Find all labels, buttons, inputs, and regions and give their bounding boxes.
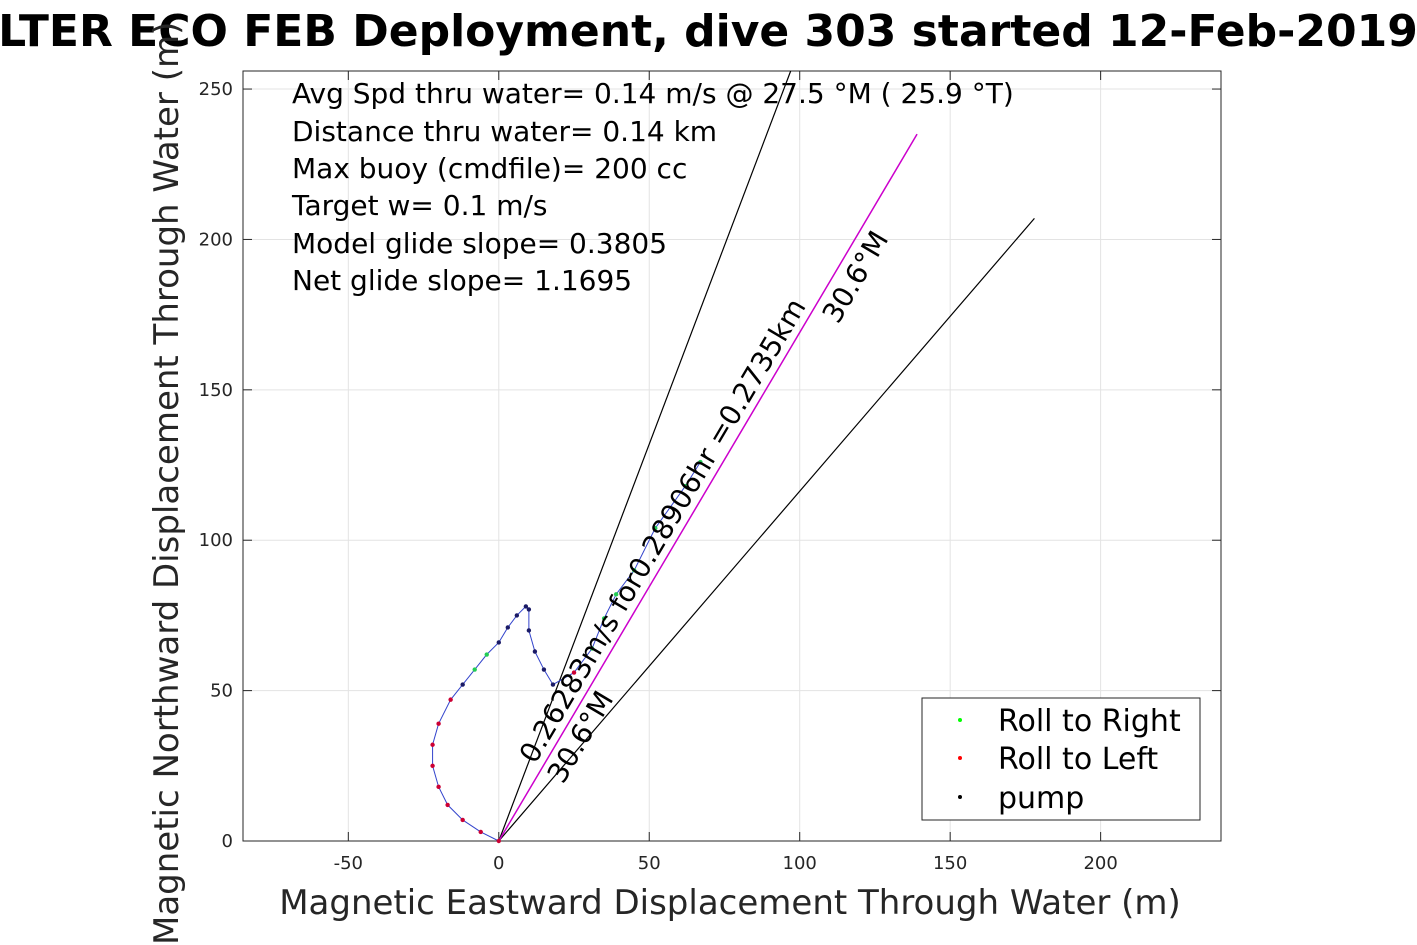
track-point — [526, 607, 532, 612]
x-tick-label: -50 — [334, 853, 363, 874]
y-tick-label: 200 — [199, 229, 233, 250]
legend-label-roll-left: Roll to Left — [998, 742, 1158, 777]
track-point — [478, 829, 483, 835]
track-point — [571, 670, 577, 675]
legend: Roll to Right Roll to Left pump — [921, 697, 1201, 821]
plot-area — [242, 70, 1222, 842]
track-point — [550, 682, 556, 687]
track-point — [653, 525, 658, 531]
x-tick-label: 50 — [638, 853, 661, 874]
y-tick-label: 250 — [199, 79, 233, 100]
track-point — [601, 616, 607, 621]
track-point — [523, 604, 529, 609]
annotation-block: Avg Spd thru water= 0.14 m/s @ 27.5 °M (… — [291, 77, 1014, 297]
annotation-distance: Distance thru water= 0.14 km — [292, 115, 717, 148]
x-tick-label: 100 — [783, 853, 817, 874]
track-point — [430, 742, 435, 747]
guide-lines — [498, 70, 1035, 842]
track-point — [436, 721, 441, 726]
legend-label-roll-right: Roll to Right — [998, 704, 1181, 739]
y-tick-label: 50 — [210, 681, 233, 702]
track-point — [445, 802, 450, 808]
track-point — [436, 784, 441, 790]
track-point — [460, 682, 465, 687]
track-point — [496, 838, 501, 844]
heading-line — [498, 133, 918, 842]
track-point — [505, 625, 511, 630]
legend-marker-roll-right — [958, 718, 962, 722]
track-point — [514, 613, 520, 618]
track-point — [613, 592, 619, 597]
x-tick-label: 200 — [1083, 853, 1117, 874]
track-point — [472, 667, 477, 672]
chart-title: LTER ECO FEB Deployment, dive 303 starte… — [0, 6, 1417, 57]
legend-label-pump: pump — [998, 781, 1084, 816]
x-axis-label: Magnetic Eastward Displacement Through W… — [279, 883, 1181, 923]
track-point — [448, 697, 453, 702]
y-tick-label: 150 — [199, 380, 233, 401]
annotation-avg-speed: Avg Spd thru water= 0.14 m/s @ 27.5 °M (… — [292, 77, 1014, 110]
legend-box — [921, 697, 1201, 821]
track-point — [589, 646, 595, 651]
x-tick-label: 150 — [933, 853, 967, 874]
track-point — [484, 652, 489, 657]
x-tick-label: 0 — [493, 853, 504, 874]
track-point — [541, 667, 547, 672]
legend-marker-roll-left — [958, 756, 962, 760]
axis-ticks: -50 0 50 100 150 200 0 50 100 150 200 250 — [199, 71, 1221, 874]
track-point — [532, 649, 538, 654]
track-point — [698, 459, 703, 465]
y-tick-label: 0 — [222, 831, 233, 852]
guide-line — [498, 70, 792, 842]
annotation-max-buoy: Max buoy (cmdfile)= 200 cc — [292, 152, 687, 185]
dive-track — [430, 459, 703, 844]
annotation-target-w: Target w= 0.1 m/s — [291, 189, 548, 222]
track-point — [430, 763, 435, 769]
track-point — [526, 628, 532, 633]
annotation-net-glide-slope: Net glide slope= 1.1695 — [292, 264, 632, 297]
guide-line — [498, 217, 1035, 842]
track-point — [496, 640, 501, 645]
track-point — [683, 483, 688, 489]
grid — [243, 71, 1221, 842]
track-point — [460, 817, 465, 823]
y-tick-label: 100 — [199, 530, 233, 551]
legend-marker-pump — [958, 795, 962, 799]
track-point — [632, 568, 637, 573]
annotation-model-glide-slope: Model glide slope= 0.3805 — [292, 227, 667, 260]
y-axis-label: Magnetic Northward Displacement Through … — [147, 22, 187, 945]
